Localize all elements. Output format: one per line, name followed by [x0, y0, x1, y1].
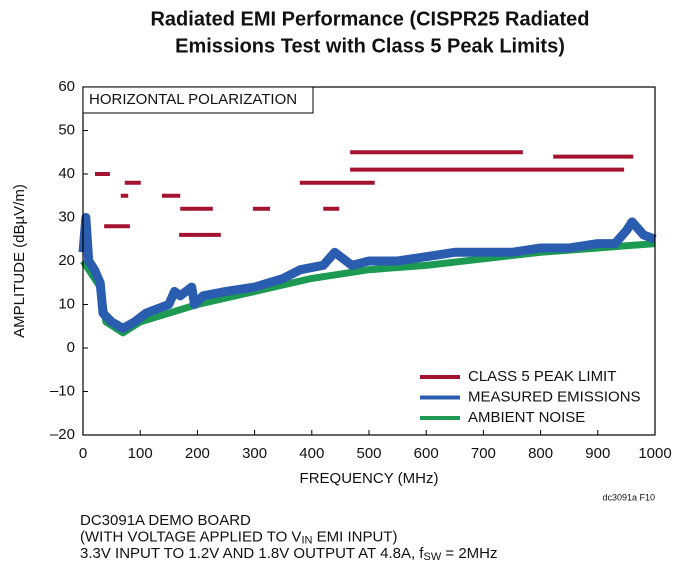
note-part: = 2MHz	[441, 545, 497, 562]
x-tick-label: 700	[471, 445, 496, 462]
plot-frame	[82, 86, 656, 436]
legend-label: MEASURED EMISSIONS	[468, 388, 641, 405]
note: (WITH VOLTAGE APPLIED TO VIN EMI INPUT)	[80, 528, 397, 546]
legend-label: CLASS 5 PEAK LIMIT	[468, 368, 616, 385]
y-tick-label: –10	[50, 382, 75, 399]
x-tick-label: 100	[128, 445, 153, 462]
x-tick-label: 200	[185, 445, 210, 462]
x-tick-label: 900	[585, 445, 610, 462]
note-part: EMI INPUT)	[312, 528, 397, 545]
x-tick-label: 400	[299, 445, 324, 462]
x-tick-label: 600	[414, 445, 439, 462]
series-line	[78, 213, 657, 333]
note-part: (WITH VOLTAGE APPLIED TO V	[80, 528, 301, 545]
y-tick-label: 20	[58, 252, 75, 269]
annotation: HORIZONTAL POLARIZATION	[89, 91, 297, 108]
x-tick-label: 0	[79, 445, 87, 462]
note-part: SW	[423, 551, 441, 563]
x-tick-label: 1000	[638, 445, 671, 462]
y-tick-label: 30	[58, 208, 75, 225]
y-tick-label: 50	[58, 121, 75, 138]
annotation-box	[82, 86, 314, 114]
y-axis-label: AMPLITUDE (dBµV/m)	[11, 184, 28, 338]
note-part: 3.3V INPUT TO 1.2V AND 1.8V OUTPUT AT 4.…	[80, 545, 424, 562]
note-part: IN	[301, 534, 312, 546]
x-tick-label: 500	[356, 445, 381, 462]
note: 3.3V INPUT TO 1.2V AND 1.8V OUTPUT AT 4.…	[80, 545, 497, 563]
y-tick-label: 40	[58, 165, 75, 182]
chart-title: Emissions Test with Class 5 Peak Limits)	[175, 35, 565, 57]
legend-label: AMBIENT NOISE	[468, 409, 585, 426]
x-tick-label: 300	[242, 445, 267, 462]
note-part: DC3091A DEMO BOARD	[80, 512, 251, 529]
figure-id: dc3091a F10	[602, 492, 655, 502]
y-tick-label: 0	[67, 339, 75, 356]
note: DC3091A DEMO BOARD	[80, 512, 251, 529]
chart-title: Radiated EMI Performance (CISPR25 Radiat…	[150, 8, 589, 30]
x-axis-label: FREQUENCY (MHz)	[300, 470, 439, 487]
y-tick-label: 10	[58, 295, 75, 312]
y-tick-label: –20	[50, 426, 75, 443]
y-tick-label: 60	[58, 78, 75, 95]
x-tick-label: 800	[528, 445, 553, 462]
